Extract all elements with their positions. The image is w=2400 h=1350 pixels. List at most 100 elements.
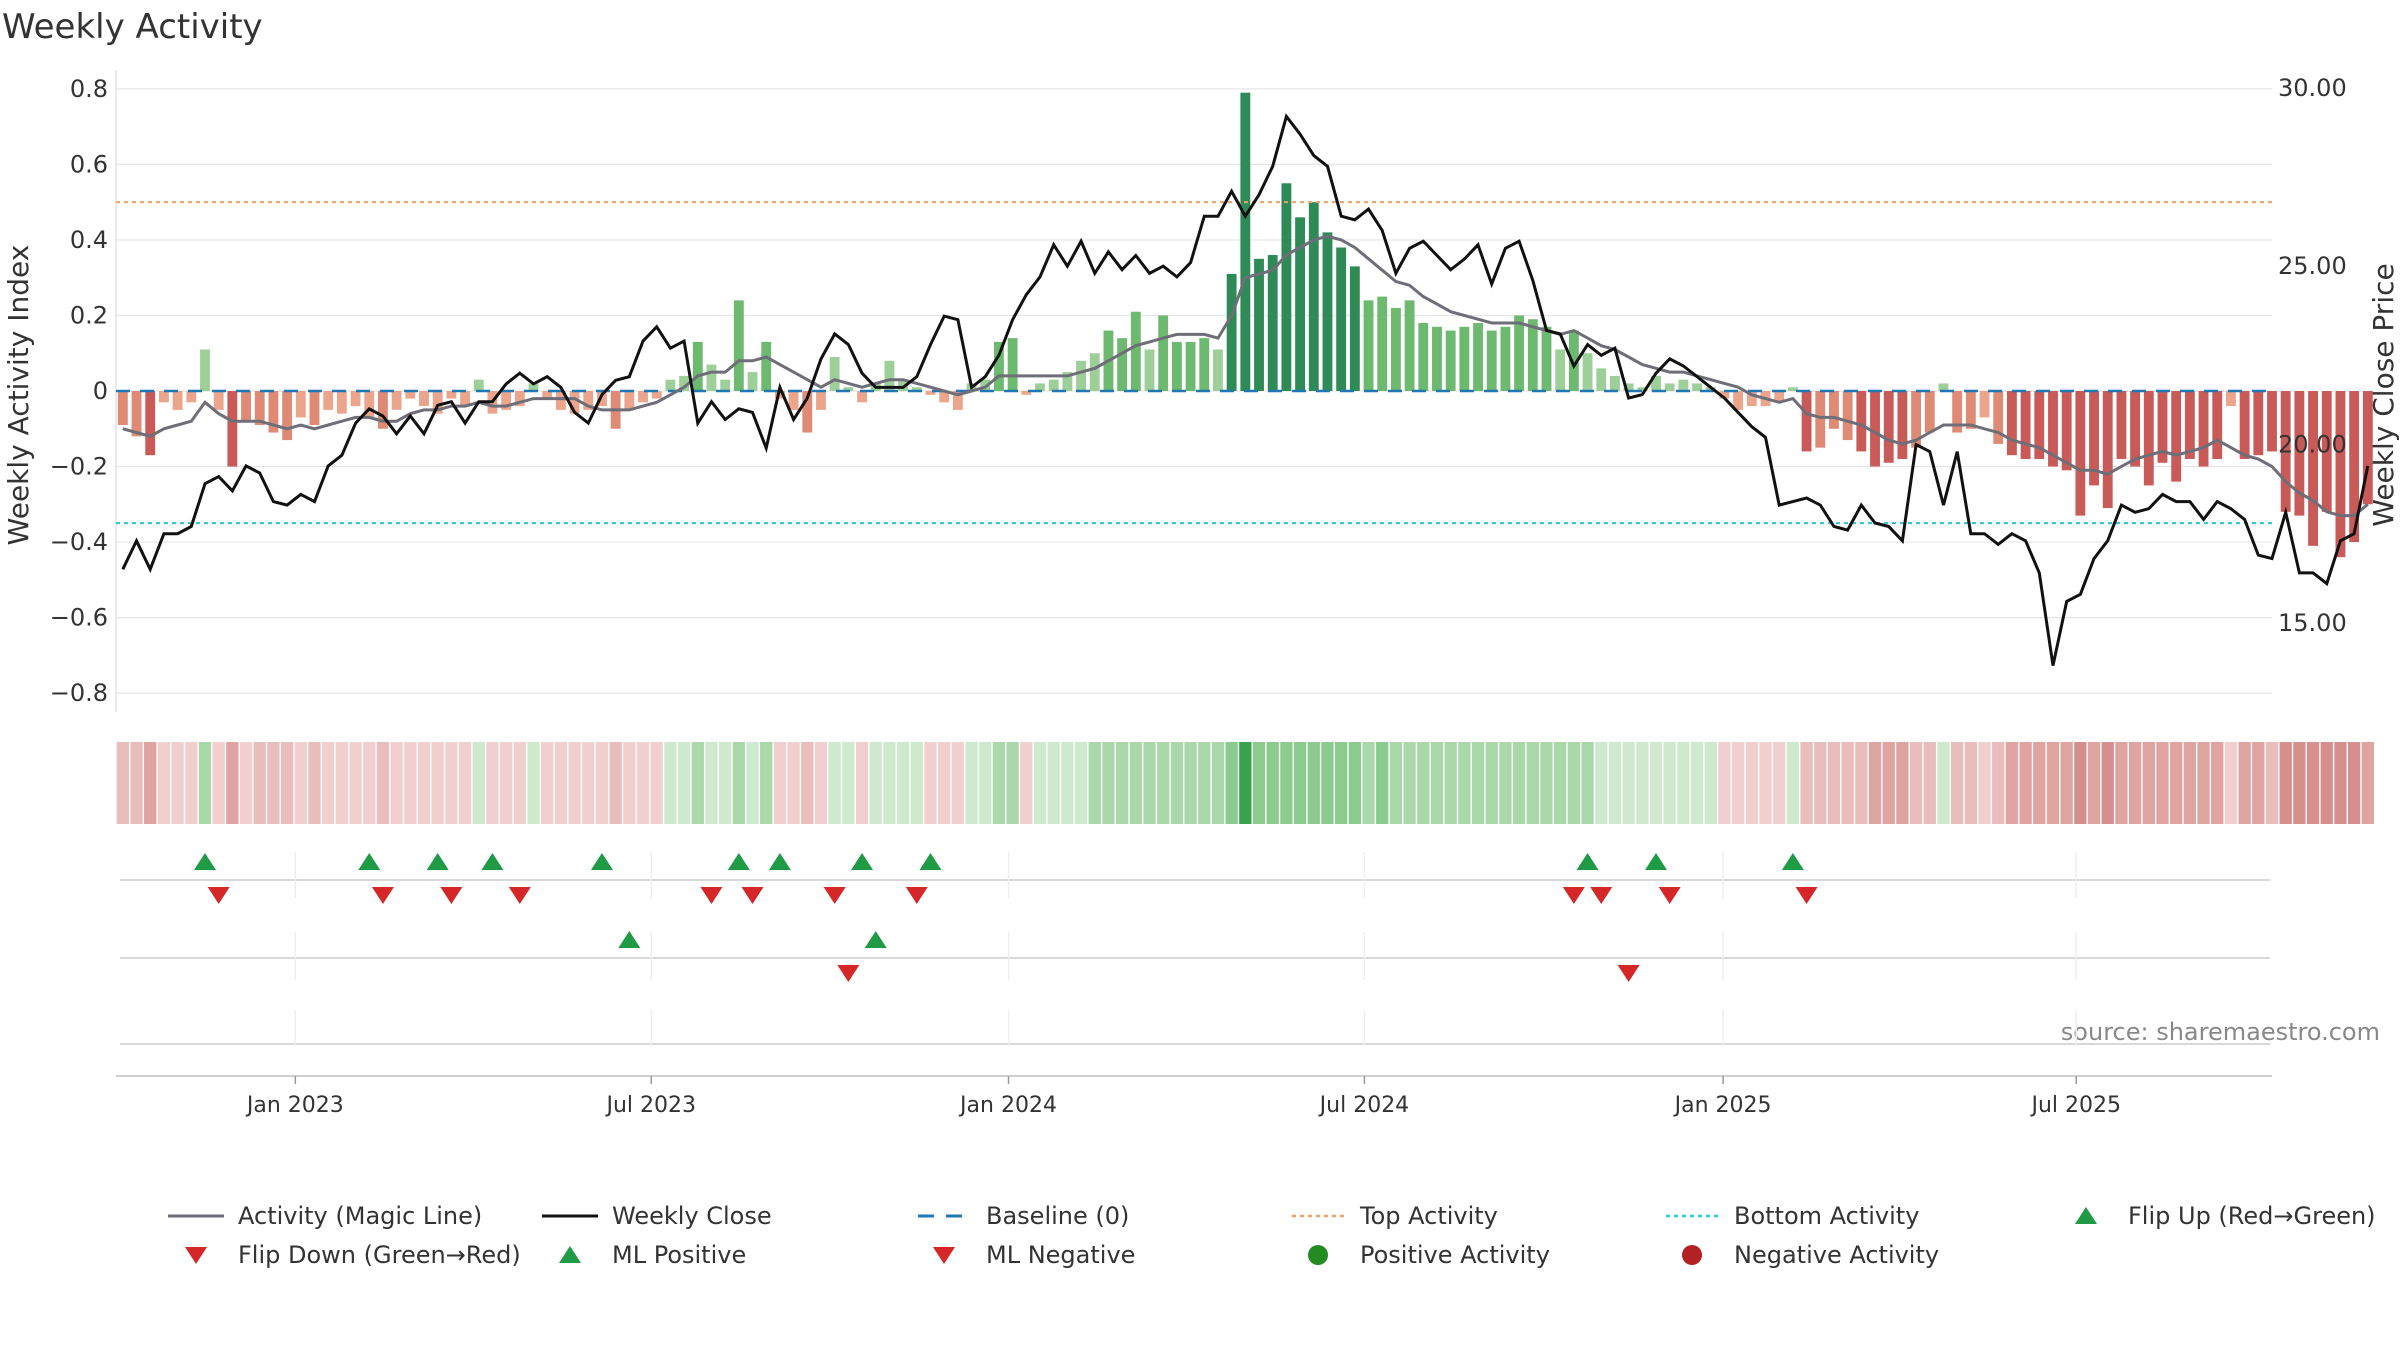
heat-cell	[417, 742, 431, 824]
heat-cell	[1047, 742, 1060, 824]
activity-bar	[1281, 183, 1292, 391]
activity-bar	[1130, 311, 1141, 391]
activity-bar	[2034, 391, 2045, 459]
heat-cell	[2156, 742, 2169, 824]
legend: Activity (Magic Line) Weekly Close Baselin…	[168, 1202, 2376, 1269]
activity-bar	[884, 360, 895, 391]
activity-bar	[378, 391, 388, 429]
activity-bar	[1651, 375, 1661, 391]
heat-cell	[2183, 742, 2197, 824]
activity-bar	[1801, 391, 1812, 452]
heat-cell	[951, 742, 965, 824]
legend-label: Negative Activity	[1734, 1241, 1939, 1269]
activity-bar	[2020, 391, 2031, 459]
flip-up-marker	[1645, 853, 1667, 870]
flip-down-marker	[741, 887, 764, 904]
heat-cell	[390, 742, 403, 824]
heat-cell	[1389, 742, 1403, 824]
activity-bar	[282, 391, 293, 441]
legend-label: Positive Activity	[1360, 1241, 1550, 1269]
activity-bar	[1048, 379, 1059, 391]
activity-bar	[1390, 307, 1401, 391]
activity-bar	[1993, 391, 2004, 444]
heat-cell	[773, 742, 787, 824]
heat-cell	[760, 742, 773, 824]
heat-cell	[1061, 742, 1074, 824]
heat-cell	[1677, 742, 1690, 824]
activity-bar	[1746, 391, 1757, 407]
heat-cell	[1554, 742, 1567, 824]
activity-bar	[925, 391, 936, 395]
activity-bar	[1514, 315, 1525, 391]
heat-cell	[1745, 742, 1758, 824]
source-note: source: sharemaestro.com	[2061, 1018, 2380, 1046]
heat-cell	[1321, 742, 1334, 824]
heat-cell	[486, 742, 499, 824]
heat-cell	[814, 742, 828, 824]
x-axis-ticks: Jan 2023 Jul 2023 Jan 2024 Jul 2024 Jan 2025…	[245, 1076, 2121, 1118]
heat-cell	[677, 742, 691, 824]
legend-swatch	[1682, 1245, 1702, 1265]
activity-bar	[583, 391, 594, 410]
flip-up-marker	[851, 853, 874, 870]
activity-bar	[1787, 387, 1798, 391]
heat-cell	[1909, 742, 1923, 824]
heat-cell	[349, 742, 362, 824]
legend-swatch	[559, 1246, 581, 1263]
activity-bar	[2075, 391, 2086, 516]
heat-cell	[1362, 742, 1375, 824]
activity-bar	[1377, 296, 1388, 391]
heat-cell	[2019, 742, 2032, 824]
activity-bar	[2184, 391, 2195, 459]
flip-up-marker	[1576, 853, 1599, 870]
activity-bar	[213, 391, 224, 410]
heat-cell	[1526, 742, 1539, 824]
flip-up-marker	[193, 853, 216, 870]
x-tick-label: Jul 2024	[1318, 1093, 1410, 1118]
heat-cell	[431, 742, 444, 824]
left-tick-label: 0.2	[70, 301, 108, 329]
heat-cell	[1471, 742, 1485, 824]
heat-cell	[1115, 742, 1129, 824]
activity-bar	[597, 391, 607, 407]
activity-bar	[1924, 391, 1935, 433]
activity-bar	[1089, 353, 1100, 391]
activity-bar	[2198, 391, 2209, 467]
heat-cell	[2060, 742, 2073, 824]
activity-bar	[1938, 383, 1949, 391]
activity-bar	[1692, 383, 1702, 391]
heat-cell	[2046, 742, 2060, 824]
legend-swatch	[2075, 1207, 2097, 1224]
heat-cell	[1485, 742, 1498, 824]
flip-up-marker	[727, 853, 750, 870]
heat-cell	[1170, 742, 1184, 824]
activity-bar	[432, 391, 443, 414]
heat-cell	[116, 742, 130, 824]
activity-bar	[241, 391, 251, 422]
heat-cell	[1033, 742, 1047, 824]
activity-bar	[1185, 341, 1196, 391]
activity-bar	[843, 387, 854, 391]
heat-cell	[1499, 742, 1512, 824]
heat-cell	[1211, 742, 1225, 824]
flip-up-marker	[358, 853, 381, 870]
activity-bar	[309, 391, 320, 425]
heat-cell	[1896, 742, 1909, 824]
activity-bar	[1815, 391, 1826, 448]
y-axis-ticks: 0.8 0.6 0.4 0.2 0 −0.2 −0.4 −0.6 −0.8 30.00 25.00 2…	[50, 74, 2347, 707]
heat-cell	[1293, 742, 1307, 824]
heat-cell	[2347, 742, 2361, 824]
activity-bar	[720, 379, 731, 391]
activity-bar	[1308, 202, 1319, 391]
activity-bar	[172, 391, 183, 410]
activity-bar	[117, 391, 128, 425]
legend-label: Flip Up (Red→Green)	[2128, 1202, 2376, 1230]
activity-bar	[131, 391, 142, 437]
heat-cell	[1020, 742, 1033, 824]
flip-down-marker	[1562, 887, 1585, 904]
flip-down-marker	[905, 887, 928, 904]
heat-cell	[1512, 742, 1526, 824]
ml-positive-marker	[864, 931, 887, 948]
left-tick-label: −0.6	[50, 604, 108, 632]
